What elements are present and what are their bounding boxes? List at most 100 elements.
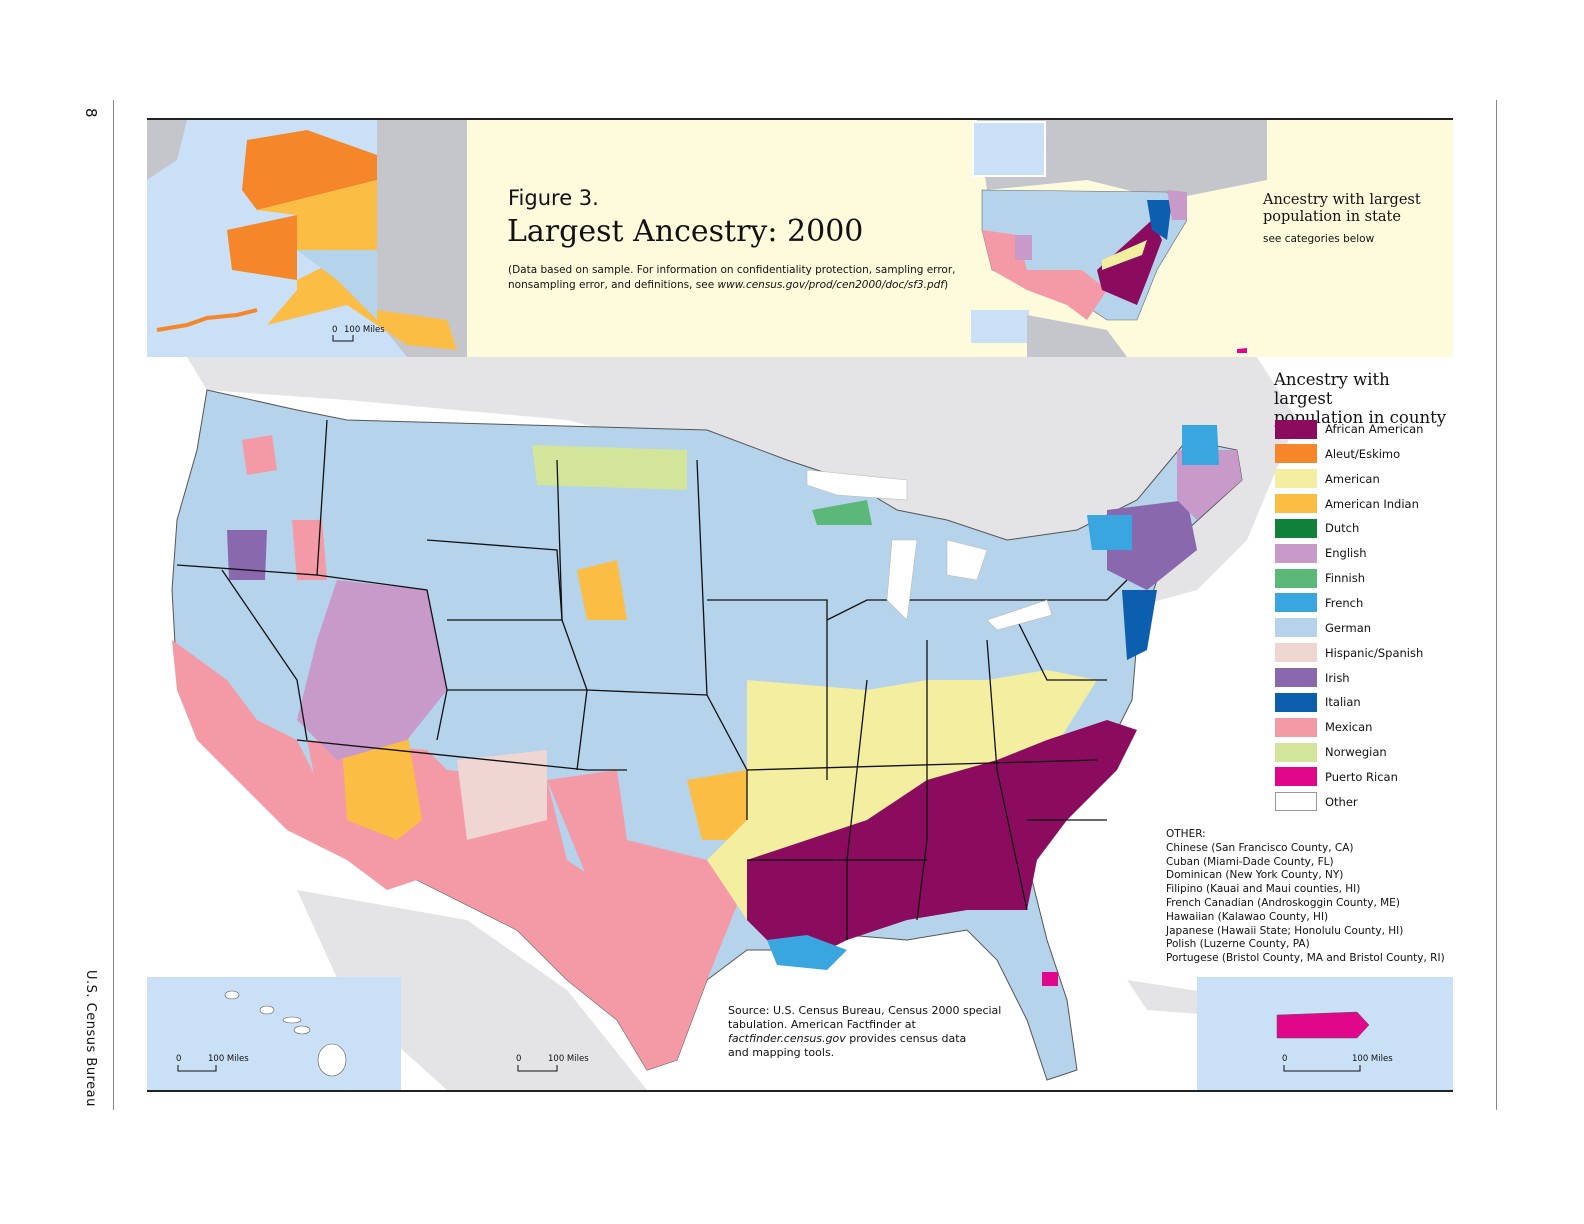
other-item: French Canadian (Androskoggin County, ME…: [1166, 896, 1400, 909]
region-french-me: [1182, 425, 1219, 465]
state-map-english: [1015, 190, 1187, 260]
legend-title-line-2: population in county: [1274, 408, 1447, 427]
legend-item: Aleut/Eskimo: [1275, 444, 1400, 464]
source-line-1: Source: U.S. Census Bureau, Census 2000 …: [728, 1004, 1002, 1017]
county-legend-title: Ancestry with largest population in coun…: [1274, 370, 1453, 427]
region-american-indian-az: [342, 730, 422, 840]
alaska-scale-zero: 0: [332, 325, 338, 335]
legend-item: African American: [1275, 419, 1423, 439]
region-norwegian-nd: [532, 445, 687, 490]
legend-swatch: [1275, 742, 1317, 762]
alaska-scale-label: 100 Miles: [344, 325, 385, 335]
legend-label: American Indian: [1325, 496, 1419, 511]
source-line-4: and mapping tools.: [728, 1046, 835, 1059]
state-map-italian: [1147, 200, 1172, 240]
source-url: factfinder.census.gov: [728, 1032, 846, 1045]
legend-label: American: [1325, 471, 1380, 486]
source-line-2: tabulation. American Factfinder at: [728, 1018, 916, 1031]
legend-label: English: [1325, 546, 1367, 561]
side-label: U.S. Census Bureau: [83, 970, 98, 1107]
region-african-american: [747, 720, 1137, 960]
other-item: Cuban (Miami-Dade County, FL): [1166, 855, 1334, 868]
region-hispanic-nm: [457, 750, 547, 840]
legend-item: Finnish: [1275, 568, 1365, 588]
legend-swatch: [1275, 419, 1317, 439]
alaska-region-american-indian: [257, 180, 457, 350]
pr-scale-label: 100 Miles: [1352, 1054, 1393, 1064]
other-item: Polish (Luzerne County, PA): [1166, 938, 1310, 951]
figure-note: (Data based on sample. For information o…: [508, 263, 955, 293]
state-map-canada: [977, 120, 1267, 200]
legend-swatch: [1275, 717, 1317, 737]
legend-label: German: [1325, 620, 1372, 635]
state-map-subtitle: see categories below: [1263, 233, 1375, 245]
other-item: Japanese (Hawaii State; Honolulu County,…: [1166, 924, 1404, 937]
note-suffix: ): [943, 279, 949, 291]
hawaii-scale-label: 100 Miles: [208, 1054, 249, 1064]
legend-title-line-1: Ancestry with largest: [1274, 370, 1390, 408]
state-map-title: Ancestry with largest population in stat…: [1263, 192, 1421, 226]
region-mexican-id: [292, 520, 327, 580]
alaska-region-aleut: [227, 130, 377, 280]
legend-swatch: [1275, 469, 1317, 489]
legend-label: African American: [1325, 422, 1424, 436]
legend-item: English: [1275, 543, 1367, 563]
legend-label: Other: [1325, 794, 1358, 809]
legend-label: French: [1325, 595, 1364, 610]
other-heading: OTHER:: [1166, 828, 1206, 840]
legend-label: Aleut/Eskimo: [1325, 446, 1401, 461]
legend-item: Other: [1275, 792, 1358, 812]
legend-item: Mexican: [1275, 717, 1372, 737]
figure-label: Figure 3.: [508, 186, 599, 210]
county-legend: African American Aleut/Eskimo American Amer…: [1275, 419, 1445, 819]
note-url: www.census.gov/prod/cen2000/doc/sf3.pdf: [717, 279, 944, 291]
legend-swatch: [1275, 593, 1317, 613]
region-mexican-wa: [242, 435, 277, 475]
legend-item: German: [1275, 618, 1371, 638]
state-map-puerto-rico: [1237, 348, 1247, 353]
other-item: Dominican (New York County, NY): [1166, 869, 1344, 882]
right-margin-rule: [1496, 100, 1497, 1110]
source-line-3: factfinder.census.gov provides census da…: [728, 1032, 1001, 1046]
mexico-land: [297, 890, 647, 1090]
state-boundaries: [176, 419, 1128, 940]
legend-item: Italian: [1275, 692, 1361, 712]
state-title-line-1: Ancestry with largest: [1263, 192, 1421, 208]
legend-swatch: [1275, 568, 1317, 588]
main-scale-label: 100 Miles: [548, 1054, 589, 1064]
region-french-vt: [1087, 515, 1132, 550]
note-prefix: nonsampling error, and definitions, see: [508, 279, 718, 291]
legend-item: French: [1275, 593, 1363, 613]
legend-swatch: [1275, 518, 1317, 538]
figure-frame: 0 100 Miles 0 100 Miles 0 100 Miles 0 10…: [147, 118, 1453, 1092]
state-map-mexico: [1027, 315, 1127, 357]
legend-item: Irish: [1275, 668, 1350, 688]
puerto-rico-island: [1276, 1011, 1370, 1039]
legend-item: Hispanic/Spanish: [1275, 643, 1423, 663]
state-map-american: [1102, 240, 1147, 270]
legend-label: Irish: [1325, 670, 1350, 685]
region-english-ut: [297, 580, 447, 760]
legend-swatch: [1275, 643, 1317, 663]
left-margin-rule: [113, 100, 114, 1110]
legend-item: Norwegian: [1275, 742, 1387, 762]
region-french-la: [767, 935, 847, 970]
legend-label: Mexican: [1325, 720, 1373, 735]
state-map-hawaii-inset: [971, 310, 1029, 343]
legend-label: Hispanic/Spanish: [1325, 645, 1424, 660]
region-american-indian-sd: [577, 560, 627, 620]
legend-swatch: [1275, 543, 1317, 563]
legend-item: American Indian: [1275, 494, 1419, 514]
legend-swatch: [1275, 767, 1317, 787]
other-item: Hawaiian (Kalawao County, HI): [1166, 910, 1329, 923]
region-mexican-tx: [547, 770, 747, 1070]
hawaii-islands: [224, 990, 347, 1077]
state-map-alaska-inset: [972, 121, 1046, 177]
legend-label: Norwegian: [1325, 745, 1387, 760]
legend-label: Puerto Rican: [1325, 769, 1398, 784]
other-item: Filipino (Kauai and Maui counties, HI): [1166, 883, 1361, 896]
note-line-2: nonsampling error, and definitions, see …: [508, 278, 955, 293]
other-item: Chinese (San Francisco County, CA): [1166, 841, 1354, 854]
legend-swatch: [1275, 792, 1317, 812]
note-line-1: (Data based on sample. For information o…: [508, 264, 956, 276]
